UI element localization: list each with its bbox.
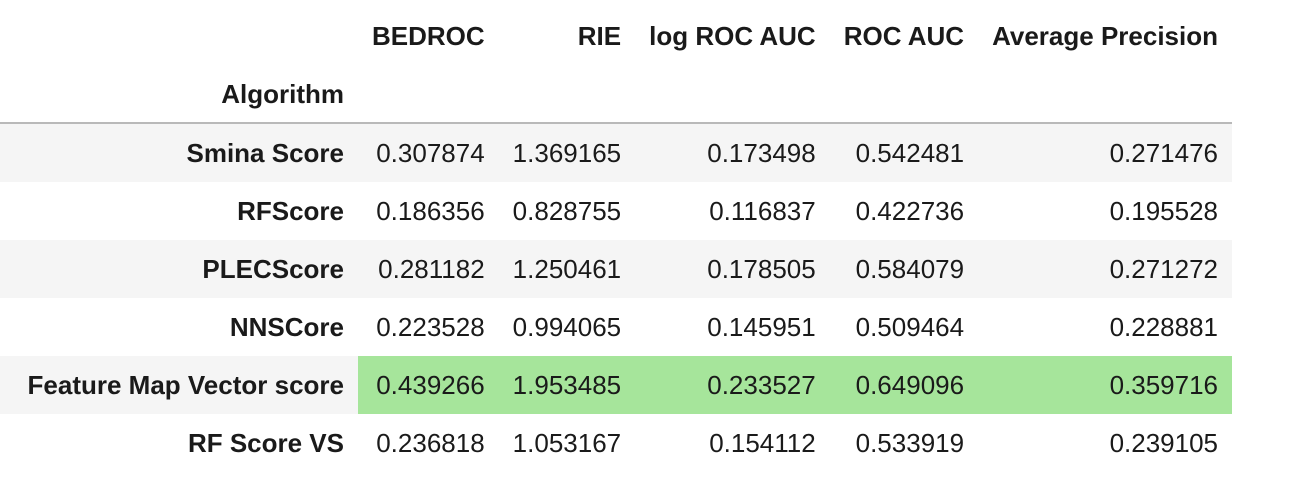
- table-cell: 0.145951: [635, 298, 830, 356]
- table-cell: 0.178505: [635, 240, 830, 298]
- table-cell: 0.271476: [978, 123, 1233, 182]
- table-cell: 0.281182: [358, 240, 499, 298]
- table-cell: 0.223528: [358, 298, 499, 356]
- corner-cell: [0, 6, 358, 66]
- highlighted-cell: 0.649096: [829, 356, 979, 414]
- table-cell: 0.239105: [978, 414, 1233, 472]
- row-label: RF Score VS: [0, 414, 358, 472]
- table-cell: 0.307874: [358, 123, 499, 182]
- table-row: RF Score VS 0.236818 1.053167 0.154112 0.533…: [0, 414, 1233, 472]
- table-cell: 0.271272: [978, 240, 1233, 298]
- column-header: Average Precision: [992, 20, 1219, 51]
- highlighted-cell: 0.359716: [978, 356, 1233, 414]
- table-cell: 0.533919: [829, 414, 979, 472]
- row-label: PLECScore: [0, 240, 358, 298]
- table-row: RFScore 0.186356 0.828755 0.116837 0.422736 0…: [0, 182, 1233, 240]
- row-label: Smina Score: [0, 123, 358, 182]
- column-header: RIE: [577, 20, 622, 51]
- table-row: Feature Map Vector score 0.439266 1.953485…: [0, 356, 1233, 414]
- table-cell: 0.584079: [829, 240, 979, 298]
- table-cell: 0.116837: [635, 182, 830, 240]
- table-cell: 0.173498: [635, 123, 830, 182]
- column-header-row: BEDROC RIE log ROC AUC ROC AUC Average P…: [0, 6, 1232, 66]
- column-header: ROC AUC: [843, 20, 965, 51]
- empty-header-cell: [829, 66, 979, 124]
- highlighted-cell: 1.953485: [498, 356, 636, 414]
- table-cell: 0.509464: [829, 298, 979, 356]
- table-row: Smina Score 0.307874 1.369165 0.173498 0.542…: [0, 123, 1233, 182]
- results-table: BEDROC RIE log ROC AUC ROC AUC Average P…: [0, 6, 1233, 472]
- table-cell: 0.154112: [635, 414, 830, 472]
- empty-header-cell: [498, 66, 636, 124]
- table-row: NNSCore 0.223528 0.994065 0.145951 0.509464 0…: [0, 298, 1233, 356]
- table-cell: 1.053167: [498, 414, 636, 472]
- table-row: PLECScore 0.281182 1.250461 0.178505 0.58407…: [0, 240, 1233, 298]
- row-label: RFScore: [0, 182, 358, 240]
- table-cell: 0.186356: [358, 182, 499, 240]
- index-name-row: Algorithm: [0, 66, 1233, 124]
- table-body: Smina Score 0.307874 1.369165 0.173498 0.542…: [0, 123, 1233, 472]
- table-cell: 1.369165: [498, 123, 636, 182]
- table-cell: 0.228881: [978, 298, 1233, 356]
- empty-header-cell: [358, 66, 499, 124]
- column-header: log ROC AUC: [649, 20, 816, 51]
- row-label: NNSCore: [0, 298, 358, 356]
- table-cell: 0.994065: [498, 298, 636, 356]
- empty-header-cell: [635, 66, 830, 124]
- table-cell: 0.195528: [978, 182, 1233, 240]
- table-cell: 0.828755: [498, 182, 636, 240]
- table-cell: 1.250461: [498, 240, 636, 298]
- row-label: Feature Map Vector score: [0, 356, 358, 414]
- column-header: BEDROC: [372, 20, 485, 51]
- table-cell: 0.542481: [829, 123, 979, 182]
- highlighted-cell: 0.439266: [358, 356, 499, 414]
- table-header: BEDROC RIE log ROC AUC ROC AUC Average P…: [0, 6, 1233, 124]
- table-cell: 0.422736: [829, 182, 979, 240]
- table-cell: 0.236818: [358, 414, 499, 472]
- empty-header-cell: [978, 66, 1233, 124]
- index-name: Algorithm: [0, 66, 358, 124]
- highlighted-cell: 0.233527: [635, 356, 830, 414]
